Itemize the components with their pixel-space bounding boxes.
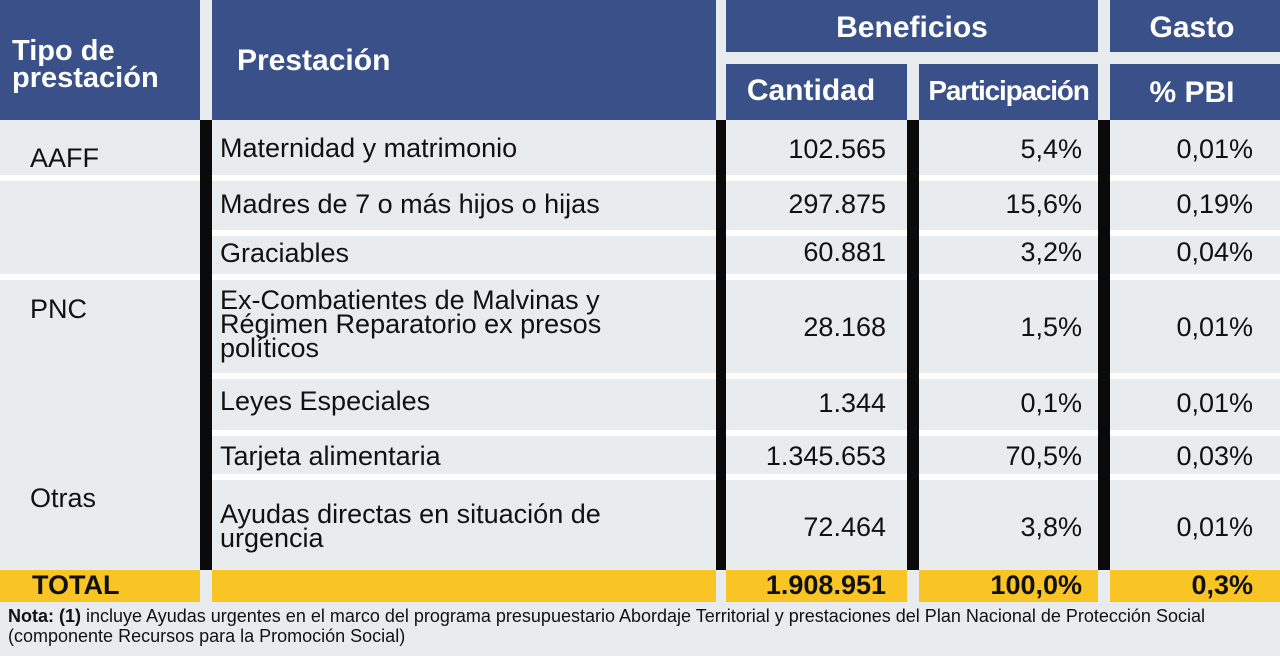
- footnote: Nota: (1) incluye Ayudas urgentes en el …: [8, 606, 1274, 646]
- row-separator: [919, 230, 1098, 236]
- header-beneficios-label: Beneficios: [836, 11, 988, 44]
- header-tipo-label: Tipo de prestación: [12, 35, 159, 94]
- row-cantidad: 72.464: [803, 512, 886, 542]
- header-cantidad-cell: Cantidad: [726, 64, 907, 120]
- row-pbi: 0,01%: [1176, 388, 1253, 418]
- row-cantidad: 102.565: [788, 134, 886, 164]
- row-prestacion: Ayudas directas en situación de urgencia: [220, 499, 601, 553]
- row-pbi: 0,03%: [1176, 441, 1253, 471]
- header-pbi-label: % PBI: [1149, 76, 1235, 109]
- row-pbi: 0,01%: [1176, 134, 1253, 164]
- row-separator: [919, 474, 1098, 480]
- total-participacion: 100,0%: [990, 570, 1082, 600]
- total-cell-prestacion: [212, 570, 716, 602]
- row-separator: [726, 230, 907, 236]
- row-separator: [726, 274, 907, 280]
- row-participacion: 1,5%: [1020, 312, 1082, 342]
- row-pbi: 0,01%: [1176, 312, 1253, 342]
- total-cantidad: 1.908.951: [765, 570, 886, 600]
- row-participacion: 5,4%: [1020, 134, 1082, 164]
- row-cantidad: 60.881: [803, 237, 886, 267]
- header-participacion-label: Participación: [928, 75, 1089, 106]
- header-cantidad-label: Cantidad: [746, 74, 876, 107]
- row-separator: [726, 430, 907, 436]
- total-cell-cantidad: [726, 570, 907, 602]
- total-cell-participacion: [919, 570, 1098, 602]
- row-pbi: 0,04%: [1176, 237, 1253, 267]
- row-cantidad: 297.875: [788, 189, 886, 219]
- footnote-prefix: Nota: (1): [8, 606, 81, 626]
- header-gasto-label: Gasto: [1149, 11, 1235, 44]
- column-separator: [200, 120, 212, 570]
- row-prestacion: Tarjeta alimentaria: [220, 441, 441, 471]
- row-pbi: 0,19%: [1176, 189, 1253, 219]
- column-separator: [716, 120, 726, 570]
- row-participacion: 3,8%: [1020, 512, 1082, 542]
- total-cell-pbi: [1110, 570, 1280, 602]
- row-separator: [1110, 373, 1280, 379]
- row-separator: [212, 430, 716, 436]
- row-prestacion: Maternidad y matrimonio: [220, 133, 518, 163]
- group-label-otras: Otras: [30, 483, 97, 513]
- row-cantidad: 1.345.653: [765, 441, 886, 471]
- row-separator: [919, 373, 1098, 379]
- group-label-pnc: PNC: [30, 294, 88, 324]
- row-separator: [726, 175, 907, 181]
- row-separator: [212, 230, 716, 236]
- row-separator: [212, 274, 716, 280]
- row-separator: [919, 175, 1098, 181]
- row-prestacion: Graciables: [220, 238, 350, 268]
- row-separator: [919, 430, 1098, 436]
- row-separator: [0, 274, 200, 280]
- row-separator: [726, 373, 907, 379]
- footnote-text: incluye Ayudas urgentes en el marco del …: [8, 606, 1205, 646]
- header-pbi-cell: % PBI: [1110, 64, 1280, 120]
- total-label: TOTAL: [32, 570, 120, 600]
- row-prestacion: Leyes Especiales: [220, 386, 431, 416]
- row-separator: [1110, 175, 1280, 181]
- header-prestacion-label: Prestación: [237, 44, 391, 77]
- total-cell-tipo: [0, 570, 200, 602]
- group-label-aaff: AAFF: [30, 143, 100, 173]
- total-pbi: 0,3%: [1191, 570, 1253, 600]
- row-participacion: 0,1%: [1020, 388, 1082, 418]
- row-cantidad: 1.344: [818, 388, 886, 418]
- row-participacion: 15,6%: [1005, 189, 1082, 219]
- row-separator: [212, 373, 716, 379]
- row-cantidad: 28.168: [803, 312, 886, 342]
- row-prestacion: Madres de 7 o más hijos o hijas: [220, 189, 600, 219]
- header-beneficios-cell: Beneficios: [726, 0, 1098, 52]
- row-separator: [0, 175, 200, 181]
- row-separator: [1110, 230, 1280, 236]
- row-separator: [1110, 430, 1280, 436]
- row-separator: [919, 274, 1098, 280]
- header-prestacion-cell: Prestación: [212, 0, 716, 120]
- header-tipo-cell: Tipo de prestación: [0, 0, 200, 120]
- header-participacion-cell: Participación: [919, 64, 1098, 120]
- row-separator: [212, 474, 716, 480]
- header-gasto-cell: Gasto: [1110, 0, 1280, 52]
- column-separator: [907, 120, 919, 570]
- column-separator: [1098, 120, 1110, 570]
- row-pbi: 0,01%: [1176, 512, 1253, 542]
- row-separator: [1110, 274, 1280, 280]
- row-participacion: 3,2%: [1020, 237, 1082, 267]
- row-participacion: 70,5%: [1005, 441, 1082, 471]
- row-separator: [212, 175, 716, 181]
- row-separator: [1110, 474, 1280, 480]
- row-prestacion: Ex-Combatientes de Malvinas y Régimen Re…: [220, 285, 602, 363]
- row-separator: [726, 474, 907, 480]
